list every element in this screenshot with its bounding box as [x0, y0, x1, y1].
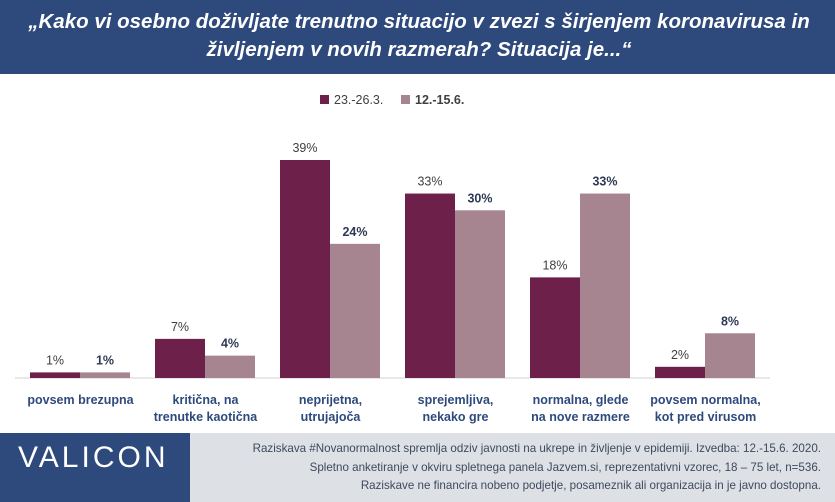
footer-line-2: Spletno anketiranje v okviru spletnega p… [309, 461, 821, 474]
bar-2-4 [455, 210, 505, 378]
data-label-2-2: 4% [221, 337, 239, 351]
bar-2-3 [330, 243, 380, 378]
chart-title: „Kako vi osebno doživljate trenutno situ… [28, 10, 810, 61]
category-label-1-1: povsem brezupna [27, 393, 134, 407]
legend-swatch-1 [320, 95, 329, 104]
footer-logo-box [0, 433, 190, 502]
data-label-2-5: 33% [592, 175, 617, 189]
footer-line-1: Raziskava #Novanormalnost spremlja odziv… [252, 442, 821, 455]
data-label-2-4: 30% [467, 191, 492, 205]
data-label-2-1: 1% [96, 353, 114, 367]
bar-2-2 [205, 355, 255, 378]
valicon-logo: VALICON [18, 441, 169, 474]
category-label-3-2: utrujajoča [301, 410, 362, 424]
bar-1-6 [655, 366, 705, 378]
footer-note [190, 433, 835, 502]
bar-2-6 [705, 333, 755, 378]
data-label-2-3: 24% [342, 225, 367, 239]
bar-1-4 [405, 193, 455, 378]
bar-1-2 [155, 338, 205, 378]
data-label-1-5: 18% [542, 258, 567, 272]
data-label-1-2: 7% [171, 320, 189, 334]
category-label-6-1: povsem normalna, [650, 393, 760, 407]
category-label-6-2: kot pred virusom [655, 410, 756, 424]
data-label-1-4: 33% [417, 175, 442, 189]
legend-label-2: 12.-15.6. [415, 93, 464, 107]
category-label-4-1: sprejemljiva, [418, 393, 494, 407]
bar-chart: 23.-26.3. 12.-15.6. 1% 1% povsem brezupna 7% 4… [15, 93, 770, 424]
bar-1-3 [280, 160, 330, 378]
data-label-2-6: 8% [721, 314, 739, 328]
data-label-1-1: 1% [46, 353, 64, 367]
bar-2-1 [80, 372, 130, 378]
category-label-3-1: neprijetna, [299, 393, 362, 407]
category-label-4-2: nekako gre [422, 410, 488, 424]
legend-label-1: 23.-26.3. [334, 93, 383, 107]
category-label-5-2: na nove razmere [531, 410, 630, 424]
bar-1-5 [530, 277, 580, 378]
bar-1-1 [30, 372, 80, 378]
data-label-1-6: 2% [671, 348, 689, 362]
category-label-2-1: kritična, na [173, 393, 240, 407]
category-label-2-2: trenutke kaotična [154, 410, 259, 424]
footer-line-3: Raziskave ne financira nobeno podjetje, … [360, 479, 821, 492]
data-label-1-3: 39% [292, 141, 317, 155]
bar-2-5 [580, 193, 630, 378]
legend-swatch-2 [401, 95, 410, 104]
header-banner: „Kako vi osebno doživljate trenutno situ… [0, 0, 835, 74]
category-label-5-1: normalna, glede [533, 393, 629, 407]
